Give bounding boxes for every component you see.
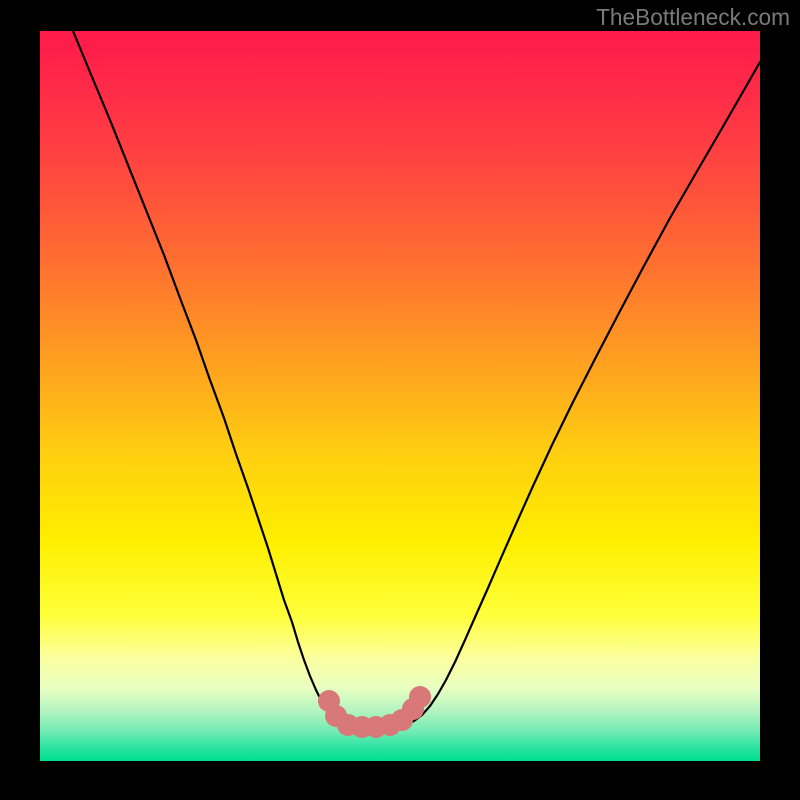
chart-stage: TheBottleneck.com [0,0,800,800]
gradient-background-panel [40,31,760,761]
watermark-text: TheBottleneck.com [596,4,790,31]
